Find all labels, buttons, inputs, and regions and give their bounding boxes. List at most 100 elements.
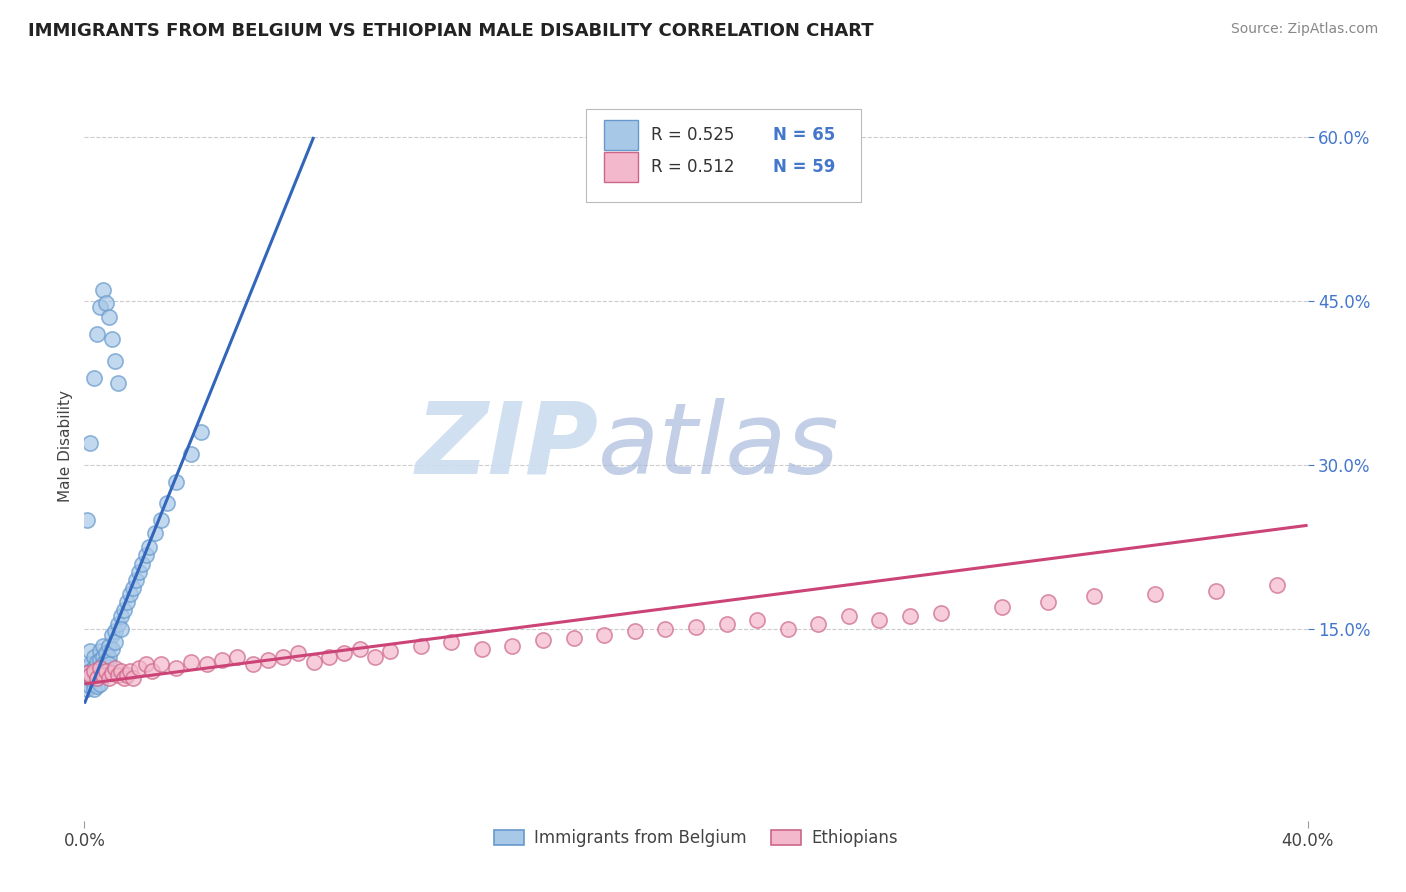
Point bbox=[502, 639, 524, 653]
Point bbox=[122, 581, 145, 595]
Point bbox=[97, 657, 120, 672]
Point bbox=[79, 644, 101, 658]
Point bbox=[287, 646, 309, 660]
Point bbox=[86, 655, 108, 669]
Text: R = 0.512: R = 0.512 bbox=[651, 158, 734, 176]
Point bbox=[349, 641, 371, 656]
Point bbox=[257, 653, 280, 667]
Point bbox=[747, 614, 769, 628]
Point bbox=[91, 639, 114, 653]
Point bbox=[1143, 587, 1166, 601]
Point bbox=[89, 677, 111, 691]
Point bbox=[128, 566, 150, 580]
Point bbox=[76, 672, 98, 686]
Point bbox=[97, 649, 120, 664]
Point bbox=[110, 664, 132, 678]
Point bbox=[125, 573, 148, 587]
Point bbox=[101, 332, 124, 346]
Point bbox=[991, 600, 1014, 615]
Point bbox=[76, 682, 98, 697]
Point bbox=[226, 649, 249, 664]
Point bbox=[112, 602, 135, 616]
Point bbox=[104, 635, 127, 649]
Point bbox=[156, 496, 179, 510]
Point bbox=[138, 540, 160, 554]
Point bbox=[654, 622, 676, 636]
Point bbox=[195, 657, 218, 672]
Point bbox=[97, 672, 120, 686]
Point bbox=[685, 620, 707, 634]
Point bbox=[76, 665, 98, 680]
Point bbox=[242, 657, 264, 672]
Point bbox=[83, 664, 105, 678]
Point bbox=[110, 622, 132, 636]
Point bbox=[1036, 595, 1059, 609]
Point bbox=[869, 614, 891, 628]
Point bbox=[79, 436, 101, 450]
Point bbox=[86, 679, 108, 693]
Point bbox=[86, 326, 108, 341]
Point bbox=[898, 609, 921, 624]
Point bbox=[120, 664, 142, 678]
Text: atlas: atlas bbox=[598, 398, 839, 494]
Point bbox=[89, 653, 111, 667]
FancyBboxPatch shape bbox=[605, 152, 638, 181]
Point bbox=[86, 672, 108, 686]
Point bbox=[135, 548, 157, 562]
Point bbox=[79, 679, 101, 693]
Point bbox=[83, 370, 105, 384]
Text: N = 59: N = 59 bbox=[773, 158, 835, 176]
Point bbox=[101, 628, 124, 642]
Point bbox=[110, 609, 132, 624]
Point bbox=[79, 657, 101, 672]
Point bbox=[131, 557, 153, 571]
Point bbox=[94, 646, 117, 660]
Point bbox=[91, 657, 114, 672]
Point bbox=[79, 668, 101, 682]
Point bbox=[91, 283, 114, 297]
Point bbox=[89, 660, 111, 674]
Point bbox=[101, 641, 124, 656]
Point bbox=[593, 628, 616, 642]
Point bbox=[79, 668, 101, 682]
Text: IMMIGRANTS FROM BELGIUM VS ETHIOPIAN MALE DISABILITY CORRELATION CHART: IMMIGRANTS FROM BELGIUM VS ETHIOPIAN MAL… bbox=[28, 22, 873, 40]
Point bbox=[115, 668, 138, 682]
Point bbox=[1083, 590, 1105, 604]
Point bbox=[716, 616, 738, 631]
Y-axis label: Male Disability: Male Disability bbox=[58, 390, 73, 502]
Point bbox=[180, 447, 202, 461]
Point bbox=[531, 633, 554, 648]
Point bbox=[94, 664, 117, 678]
Point bbox=[112, 672, 135, 686]
Point bbox=[128, 660, 150, 674]
Point bbox=[107, 616, 129, 631]
Point bbox=[97, 310, 120, 325]
Point bbox=[776, 622, 799, 636]
Point bbox=[91, 665, 114, 680]
Point bbox=[89, 668, 111, 682]
Point bbox=[107, 668, 129, 682]
Point bbox=[83, 660, 105, 674]
Point bbox=[94, 664, 117, 678]
Point bbox=[79, 664, 101, 678]
Text: R = 0.525: R = 0.525 bbox=[651, 126, 734, 144]
Point bbox=[83, 649, 105, 664]
Text: Source: ZipAtlas.com: Source: ZipAtlas.com bbox=[1230, 22, 1378, 37]
Point bbox=[83, 668, 105, 682]
Point bbox=[120, 587, 142, 601]
Point bbox=[143, 525, 166, 540]
Point bbox=[115, 595, 138, 609]
Point bbox=[91, 668, 114, 682]
Point bbox=[104, 624, 127, 639]
Point bbox=[107, 376, 129, 390]
Legend: Immigrants from Belgium, Ethiopians: Immigrants from Belgium, Ethiopians bbox=[486, 822, 905, 854]
FancyBboxPatch shape bbox=[605, 120, 638, 150]
Point bbox=[211, 653, 233, 667]
Text: N = 65: N = 65 bbox=[773, 126, 835, 144]
Point bbox=[929, 606, 952, 620]
Point bbox=[165, 475, 187, 489]
Point bbox=[76, 513, 98, 527]
Point bbox=[624, 624, 647, 639]
Point bbox=[89, 300, 111, 314]
Point bbox=[122, 672, 145, 686]
